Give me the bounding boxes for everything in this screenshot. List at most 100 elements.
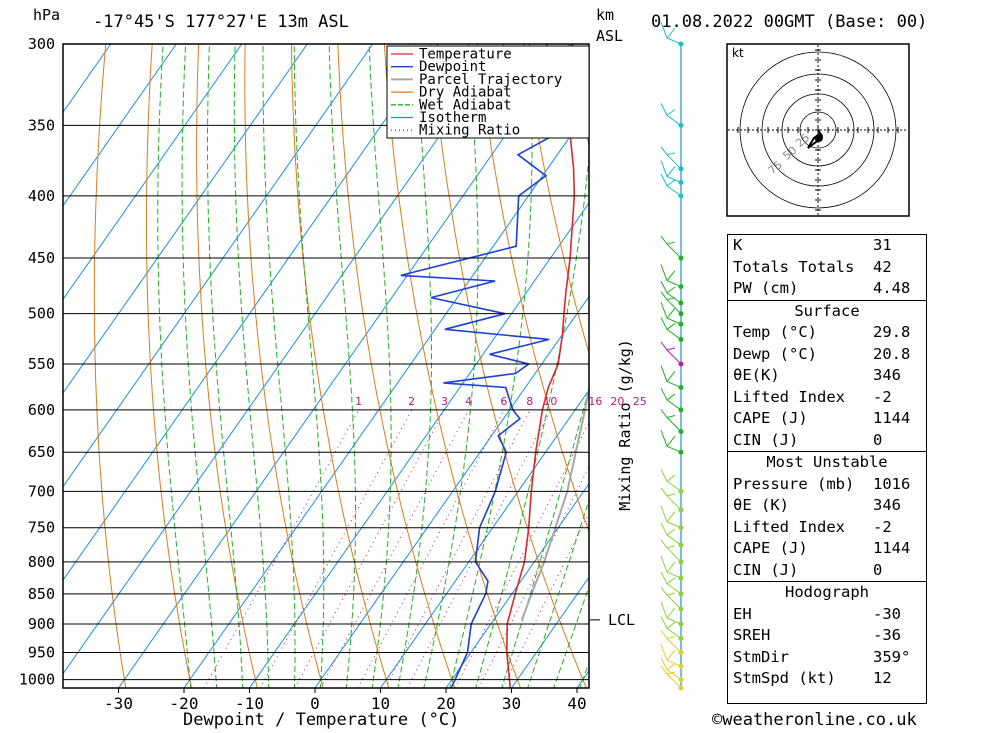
surface-key: θE(K)	[733, 366, 780, 384]
series-line-parcel-trajectory	[520, 383, 589, 621]
surface-value: 29.8	[873, 323, 911, 341]
wind-barb	[660, 317, 682, 340]
pressure-tick-label: 900	[28, 615, 55, 633]
wind-barb-flag	[666, 577, 676, 585]
isotherm-line	[380, 389, 589, 688]
index-key: Totals Totals	[733, 257, 855, 276]
x-axis-label: Dewpoint / Temperature (°C)	[183, 710, 460, 730]
wind-barb-flag	[666, 649, 676, 661]
isotherm-line	[118, 44, 570, 688]
dry-adiabat-line	[244, 44, 324, 688]
index-key: K	[733, 236, 743, 254]
most-unstable-row: Lifted Index -2	[728, 517, 926, 539]
hodograph-key: StmDir	[733, 647, 789, 666]
wet-adiabat-line	[527, 498, 589, 688]
pressure-tick-label: 600	[28, 401, 55, 419]
wind-barb-flag	[666, 561, 676, 573]
mixing-ratio-label: 2	[408, 395, 415, 408]
wet-adiabat-line	[157, 44, 192, 688]
most-unstable-row: CAPE (J) 1144	[728, 538, 926, 560]
hodograph-row: EH -30	[728, 604, 926, 626]
wet-adiabat-line	[553, 585, 589, 688]
surface-row: θE(K) 346	[728, 365, 926, 387]
most-unstable-key: Pressure (mb)	[733, 474, 855, 493]
most-unstable-value: 0	[873, 560, 883, 579]
wind-barb-flag	[666, 622, 676, 629]
mixing-ratio-line	[294, 409, 445, 688]
dry-adiabat-line	[476, 44, 589, 533]
surface-key: CAPE (J)	[733, 409, 808, 427]
mixing-ratio-label: 3	[441, 395, 448, 408]
pressure-tick-label: 500	[28, 305, 55, 323]
temp-tick-label: -20	[170, 694, 199, 713]
indices-panel: K 31 Totals Totals 42 PW (cm) 4.48 Surface Te…	[727, 234, 927, 704]
surface-value: -2	[873, 387, 892, 406]
most-unstable-value: -2	[873, 517, 892, 536]
pressure-unit-label: hPa	[33, 6, 61, 24]
wind-barb-flag	[666, 307, 676, 319]
index-key: PW (cm)	[733, 279, 799, 297]
legend-label: Parcel Trajectory	[419, 72, 562, 88]
series-line-temperature	[505, 44, 576, 688]
wind-barb	[660, 235, 682, 259]
pressure-tick-label: 550	[28, 355, 55, 373]
hodograph-storm-marker	[815, 134, 823, 142]
mixing-ratio-line	[320, 409, 470, 688]
surface-row: Dewp (°C) 20.8	[728, 344, 926, 366]
index-value: 4.48	[873, 279, 911, 297]
temp-tick-label: 30	[502, 694, 521, 713]
hodograph-key: EH	[733, 604, 752, 623]
legend-label: Isotherm	[419, 110, 486, 126]
wet-adiabat-line	[181, 44, 218, 688]
surface-row: CIN (J) 0	[728, 430, 926, 452]
wet-adiabat-line	[293, 44, 325, 688]
surface-row: Lifted Index -2	[728, 387, 926, 409]
pressure-tick-label: 750	[28, 519, 55, 537]
most-unstable-value: 346	[873, 496, 901, 514]
most-unstable-row: Pressure (mb) 1016	[728, 474, 926, 496]
dry-adiabat-line	[988, 44, 1000, 688]
dry-adiabat-line	[430, 44, 587, 688]
index-value: 31	[873, 236, 892, 254]
most-unstable-title: Most Unstable	[766, 453, 888, 471]
wind-barb-flag	[666, 474, 676, 482]
hodograph-row: StmSpd (kt) 12	[728, 668, 926, 690]
surface-row: Temp (°C) 29.8	[728, 322, 926, 344]
temp-tick-label: -10	[235, 694, 264, 713]
wind-barb-flag	[666, 152, 676, 156]
wind-barb	[660, 469, 682, 492]
isotherm-line	[445, 482, 589, 688]
wind-barb-flag	[666, 393, 676, 401]
copyright-text: ©weatheronline.co.uk	[712, 710, 917, 730]
lcl-label: LCL	[608, 611, 635, 629]
surface-key: Lifted Index	[733, 387, 845, 406]
pressure-tick-label: 300	[28, 35, 55, 53]
wet-adiabat-line	[423, 44, 479, 688]
most-unstable-value: 1144	[873, 539, 911, 557]
pressure-tick-label: 850	[28, 585, 55, 603]
series-line-dewpoint	[400, 44, 574, 688]
wind-barb	[660, 146, 682, 170]
wind-barb-flag	[666, 286, 676, 294]
isotherm-line	[63, 44, 439, 582]
pressure-tick-label: 450	[28, 249, 55, 267]
most-unstable-key: CIN (J)	[733, 560, 799, 579]
hodograph-unit-label: kt	[732, 46, 744, 60]
dry-adiabat-line	[291, 44, 390, 688]
wind-barb-flag	[666, 607, 676, 619]
wind-barb	[660, 103, 682, 126]
wind-barb	[660, 487, 682, 511]
wind-barb-flag	[666, 371, 676, 382]
km-unit-label: km	[596, 6, 615, 24]
hodograph-row: StmDir 359°	[728, 647, 926, 669]
wind-barb-flag	[666, 27, 676, 39]
surface-value: 0	[873, 430, 883, 449]
legend-box	[386, 45, 590, 139]
index-row: K 31	[728, 235, 926, 257]
mixing-ratio-line	[454, 421, 589, 688]
most-unstable-value: 1016	[873, 474, 911, 493]
mixing-ratio-label: 4	[465, 395, 472, 408]
index-row: Totals Totals 42	[728, 257, 926, 279]
isotherm-line	[63, 44, 374, 488]
